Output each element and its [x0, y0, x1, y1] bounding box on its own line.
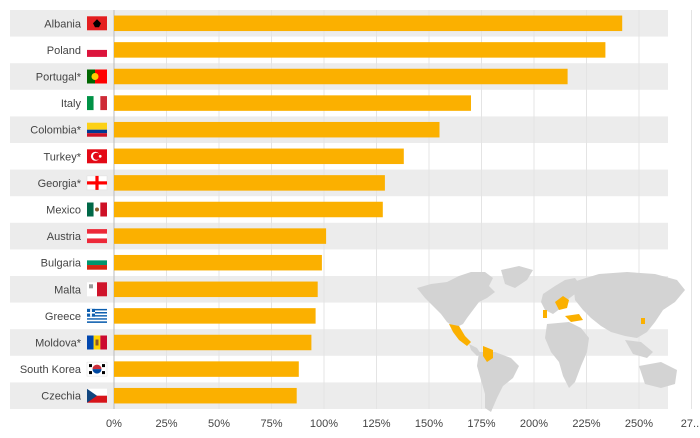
colombia-flag	[87, 122, 107, 137]
category-label: Mexico	[46, 205, 81, 217]
x-tick-label: 0%	[106, 418, 122, 430]
x-tick-label: 125%	[362, 418, 390, 430]
italy-flag	[87, 96, 107, 111]
category-label: Italy	[61, 98, 82, 110]
category-label: Albania	[44, 18, 82, 30]
map-central-america	[469, 344, 481, 356]
map-colombia	[483, 346, 493, 362]
map-africa	[545, 322, 589, 388]
map-south-america	[477, 352, 519, 412]
x-tick-label: 225%	[572, 418, 600, 430]
moldova-flag	[87, 335, 107, 350]
category-label: Moldova*	[35, 338, 82, 350]
category-label: Poland	[47, 45, 81, 57]
bar	[114, 42, 606, 58]
category-label: Portugal*	[36, 72, 82, 84]
portugal-flag	[87, 69, 107, 84]
x-tick-label: 250%	[625, 418, 653, 430]
map-europe	[541, 278, 581, 314]
bar	[114, 95, 471, 111]
category-label: Greece	[45, 311, 81, 323]
bar	[114, 201, 383, 218]
category-label: Turkey*	[44, 151, 82, 163]
bar	[114, 361, 299, 377]
georgia-flag	[86, 175, 108, 191]
austria-flag	[87, 229, 107, 244]
x-tick-label: 27...	[681, 418, 700, 430]
category-label: Austria	[47, 231, 82, 243]
x-tick-label: 150%	[415, 418, 443, 430]
bar	[114, 308, 316, 324]
bar	[114, 387, 297, 404]
flags	[86, 16, 108, 403]
category-label: Czechia	[41, 391, 82, 403]
map-turkey	[565, 314, 583, 322]
x-tick-label: 100%	[310, 418, 338, 430]
map-portugal	[543, 310, 547, 318]
category-label: Georgia*	[38, 178, 82, 190]
bar	[114, 228, 327, 244]
category-label: South Korea	[20, 364, 82, 376]
row-stripe	[10, 222, 668, 250]
bar	[114, 148, 404, 165]
bars	[114, 15, 623, 404]
mexico-flag	[87, 202, 107, 217]
map-south-korea	[641, 318, 645, 324]
x-tick-label: 200%	[520, 418, 548, 430]
x-tick-label: 175%	[467, 418, 495, 430]
map-australia	[639, 362, 677, 388]
x-tick-label: 50%	[208, 418, 230, 430]
category-labels: Albania Poland Portugal* Italy Colombia* Turk…	[20, 18, 82, 402]
albania-flag	[87, 16, 107, 31]
x-tick-label: 25%	[155, 418, 177, 430]
world-map-inset	[417, 266, 685, 412]
x-tick-label: 75%	[260, 418, 282, 430]
bar	[114, 254, 322, 271]
category-label: Colombia*	[30, 125, 81, 137]
bar	[114, 175, 385, 191]
bar	[114, 68, 568, 85]
turkey-flag	[87, 149, 107, 164]
malta-flag	[87, 282, 107, 297]
map-north-america	[417, 272, 495, 328]
czechia-flag	[87, 388, 107, 403]
map-europe-highlight	[555, 296, 569, 310]
bar	[114, 281, 318, 298]
bar	[114, 121, 440, 138]
south-korea-flag	[86, 361, 108, 377]
bar	[114, 334, 312, 351]
greece-flag	[87, 308, 107, 323]
category-label: Bulgaria	[41, 258, 82, 270]
poland-flag	[87, 42, 107, 57]
map-asia	[573, 272, 685, 338]
map-mexico	[449, 324, 471, 346]
bar	[114, 15, 623, 32]
category-label: Malta	[54, 284, 82, 296]
map-southeast-asia	[625, 340, 653, 358]
map-greenland	[501, 266, 533, 288]
bulgaria-flag	[87, 255, 107, 270]
x-axis-ticks: 0% 25% 50% 75% 100% 125% 150% 175% 200% 225% 250% 2…	[106, 418, 700, 430]
